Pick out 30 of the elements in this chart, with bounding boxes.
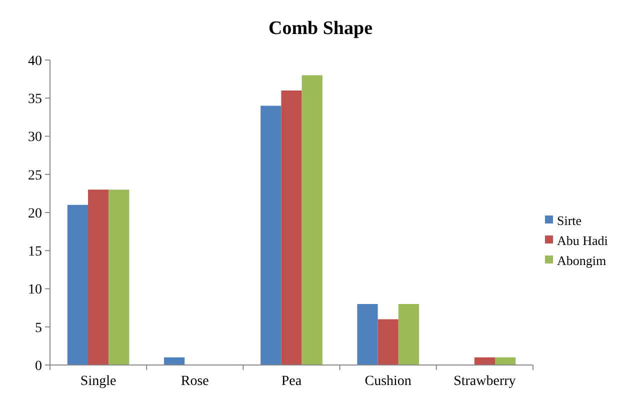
y-tick-label: 0 bbox=[35, 358, 42, 374]
legend-label: Abongim bbox=[557, 253, 606, 268]
x-tick-label: Cushion bbox=[364, 374, 412, 389]
bar bbox=[357, 304, 378, 365]
y-tick-label: 40 bbox=[28, 54, 42, 69]
y-tick-label: 20 bbox=[28, 206, 42, 222]
y-tick-label: 10 bbox=[28, 282, 42, 298]
y-tick-label: 15 bbox=[28, 244, 42, 260]
y-tick-label: 5 bbox=[35, 320, 42, 336]
y-tick-label: 25 bbox=[28, 168, 42, 184]
x-tick-label: Strawberry bbox=[454, 374, 516, 389]
chart-title: Comb Shape bbox=[268, 18, 372, 39]
bar bbox=[378, 319, 398, 365]
bar bbox=[164, 357, 185, 365]
x-tick-label: Pea bbox=[281, 374, 302, 389]
bar bbox=[495, 357, 516, 365]
bar bbox=[474, 357, 496, 365]
bar bbox=[260, 106, 282, 365]
bar bbox=[108, 190, 130, 365]
y-tick-label: 30 bbox=[28, 130, 42, 146]
bar bbox=[281, 90, 302, 365]
bar bbox=[302, 75, 322, 365]
y-tick-label: 35 bbox=[28, 92, 42, 108]
legend-label: Abu Hadi bbox=[557, 233, 608, 248]
bar bbox=[67, 204, 88, 365]
bar bbox=[88, 190, 109, 365]
x-tick-label: Rose bbox=[180, 374, 209, 389]
x-tick-label: Single bbox=[80, 374, 116, 389]
bar bbox=[398, 304, 420, 365]
legend-label: Sirte bbox=[557, 213, 582, 228]
